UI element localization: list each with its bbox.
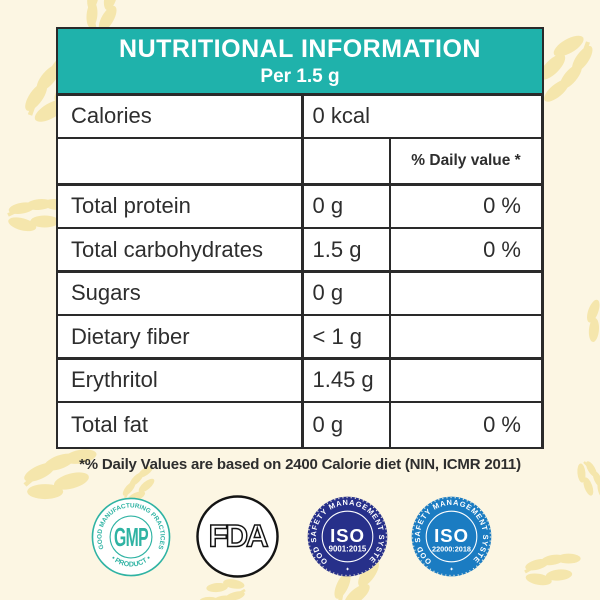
iso-9001-inner-ring [321,510,374,563]
fda-badge: FDA [196,495,279,578]
row-protein-dv: 0 % [391,185,541,227]
iso-9001-number: 9001:2015 [329,544,367,553]
row-fiber-label: Dietary fiber [58,316,301,357]
daily-value-column-header: % Daily value * [391,139,541,183]
table-header: NUTRITIONAL INFORMATION Per 1.5 g [58,29,542,93]
serving-size: Per 1.5 g [260,65,340,87]
row-calories-value: 0 kcal [303,95,541,137]
row-fat-label: Total fat [58,403,301,447]
row-sugars-value: 0 g [303,272,389,314]
iso-9001-center-text: ISO [330,525,365,546]
table-title: NUTRITIONAL INFORMATION [119,34,481,63]
row-protein-label: Total protein [58,185,301,227]
nutrition-facts-panel: NUTRITIONAL INFORMATION Per 1.5 g Calori… [56,27,544,449]
iso-9001-badge: FOOD SAFETY MANAGEMENT SYSTEM ISO 9001:2… [306,495,388,577]
row-sugars-dv [391,272,541,314]
row-sugars-label: Sugars [58,272,301,314]
gmp-inner-ring [109,515,153,559]
row-erythritol-dv [391,359,541,401]
row-dvheader-empty-value [303,139,389,183]
row-erythritol-value: 1.45 g [303,359,389,401]
gmp-center-text: GMP [114,523,148,552]
row-fat-value: 0 g [303,403,389,447]
iso-22000-circle [411,496,492,577]
iso-22000-serrated-rim [411,496,492,577]
gmp-badge: GOOD MANUFACTURING PRACTICES • PRODUCT •… [91,497,171,577]
fda-logo-text: FDA [209,519,268,554]
nutrition-table: Calories 0 kcal % Daily value * Total pr… [58,95,542,447]
row-calories-label: Calories [58,95,301,137]
row-erythritol-label: Erythritol [58,359,301,401]
iso-9001-circle [307,496,388,577]
row-fiber-value: < 1 g [303,316,389,357]
iso-22000-bottom-star-icon: ✦ [449,567,454,573]
row-carbs-dv: 0 % [391,229,541,270]
row-protein-value: 0 g [303,185,389,227]
row-dvheader-empty-label [58,139,301,183]
iso-22000-number: 22000:2018 [432,544,471,553]
daily-value-footnote: *% Daily Values are based on 2400 Calori… [79,456,521,473]
iso-22000-badge: FOOD SAFETY MANAGEMENT SYSTEM ISO 22000:… [410,495,492,577]
row-carbs-label: Total carbohydrates [58,229,301,270]
iso-22000-inner-ring [425,510,478,563]
row-fiber-dv [391,316,541,357]
iso-9001-serrated-rim [307,496,388,577]
iso-9001-bottom-star-icon: ✦ [345,567,350,573]
row-fat-dv: 0 % [391,403,541,447]
iso-22000-center-text: ISO [434,525,469,546]
row-carbs-value: 1.5 g [303,229,389,270]
gmp-outer-ring [91,497,171,577]
fda-circle [196,495,279,578]
